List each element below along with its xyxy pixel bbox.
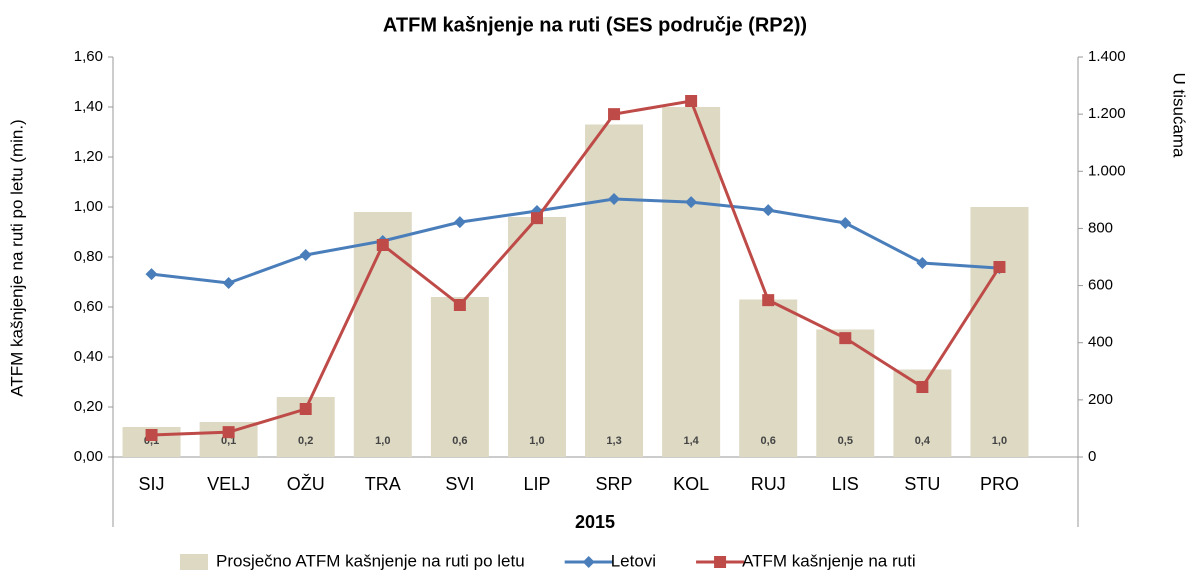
x-tick-label: SRP	[596, 474, 633, 494]
bar	[739, 299, 798, 457]
chart-title: ATFM kašnjenje na ruti (SES područje (RP…	[383, 14, 807, 36]
y2-tick-label: 800	[1088, 219, 1113, 236]
y-tick-label: 1,00	[74, 198, 103, 215]
point	[453, 299, 466, 311]
point	[714, 556, 727, 568]
bar	[353, 212, 412, 457]
data-label: 0,5	[838, 435, 853, 447]
point	[916, 381, 929, 393]
x-tick-label: OŽU	[287, 474, 325, 494]
x-tick-label: RUJ	[751, 474, 786, 494]
y2-tick-label: 1.400	[1088, 48, 1126, 65]
y-tick-label: 1,40	[74, 98, 103, 115]
y-tick-label: 1,20	[74, 148, 103, 165]
point	[299, 249, 312, 261]
point	[839, 332, 852, 345]
point	[222, 426, 235, 439]
y-axis-label: ATFM kašnjenje na ruti po letu (min.)	[7, 119, 26, 396]
y2-tick-label: 400	[1088, 334, 1113, 351]
x-axis-label: 2015	[575, 512, 615, 532]
data-label: 1,3	[606, 435, 621, 447]
bar	[430, 297, 489, 457]
y-tick-label: 0,00	[74, 448, 103, 465]
y2-axis-label: U tisućama	[1170, 72, 1189, 158]
point	[993, 261, 1006, 273]
legend-label: Letovi	[611, 551, 656, 570]
x-tick-label: LIS	[832, 474, 859, 494]
bar	[507, 217, 566, 457]
point	[916, 257, 929, 269]
point	[685, 95, 698, 107]
data-label: 1,0	[375, 435, 390, 447]
x-tick-label: SVI	[445, 474, 474, 494]
y-tick-label: 0,60	[74, 298, 103, 315]
data-label: 0,4	[915, 435, 931, 447]
x-tick-label: STU	[904, 474, 940, 494]
x-tick-label: TRA	[365, 474, 401, 494]
point	[145, 268, 158, 281]
data-label: 0,2	[298, 435, 313, 447]
x-tick-label: LIP	[523, 474, 550, 494]
point	[762, 294, 775, 307]
y-tick-label: 0,40	[74, 348, 103, 365]
y2-tick-label: 1.200	[1088, 105, 1126, 122]
data-label: 1,0	[992, 435, 1007, 447]
point	[582, 556, 595, 568]
x-tick-label: PRO	[980, 474, 1019, 494]
x-tick-label: SIJ	[139, 474, 165, 494]
y2-tick-label: 200	[1088, 391, 1113, 408]
point	[376, 239, 389, 251]
point	[608, 193, 621, 205]
data-label: 1,4	[683, 435, 699, 447]
point	[453, 216, 466, 229]
y-tick-label: 1,60	[74, 48, 103, 65]
data-label: 1,0	[529, 435, 544, 447]
y2-tick-label: 1.000	[1088, 162, 1126, 179]
point	[299, 403, 312, 415]
point	[685, 196, 698, 209]
point	[145, 429, 158, 441]
bar	[662, 107, 721, 457]
point	[839, 217, 852, 229]
legend-label: Prosječno ATFM kašnjenje na ruti po letu	[216, 551, 525, 570]
line	[151, 99, 1001, 437]
legend-swatch	[180, 554, 208, 570]
point	[222, 277, 235, 289]
bar	[970, 207, 1029, 457]
y-tick-label: 0,20	[74, 398, 103, 415]
data-label: 0,6	[761, 435, 776, 447]
bar	[585, 124, 644, 457]
x-tick-label: KOL	[673, 474, 709, 494]
data-label: 0,6	[452, 435, 467, 447]
x-tick-label: VELJ	[207, 474, 250, 494]
y2-tick-label: 600	[1088, 277, 1113, 294]
point	[762, 204, 775, 217]
legend-label: ATFM kašnjenje na ruti	[742, 551, 916, 570]
point	[608, 108, 621, 121]
y-tick-label: 0,80	[74, 248, 103, 265]
line	[151, 197, 1000, 285]
y2-tick-label: 0	[1088, 448, 1096, 465]
point	[530, 212, 543, 225]
